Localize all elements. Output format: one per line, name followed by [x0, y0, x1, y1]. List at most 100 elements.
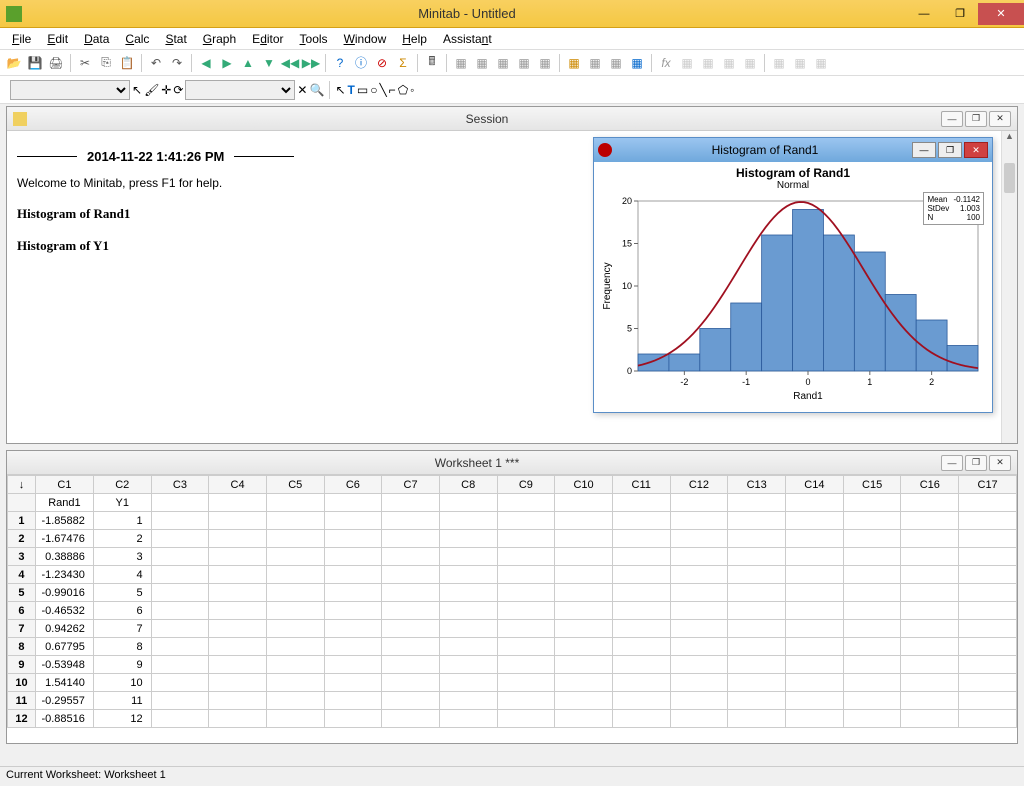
tool-icon[interactable]: ▦	[698, 53, 718, 73]
chart-max[interactable]: ❐	[938, 142, 962, 158]
menu-data[interactable]: Data	[76, 30, 117, 48]
session-close[interactable]: ✕	[989, 111, 1011, 127]
brush-icon[interactable]: 🖌	[144, 83, 159, 97]
svg-text:1: 1	[867, 377, 872, 387]
ws-min[interactable]: —	[941, 455, 963, 471]
info-icon[interactable]: ⓘ	[351, 53, 371, 73]
tool-icon[interactable]: ▦	[564, 53, 584, 73]
tool-icon[interactable]: ▦	[790, 53, 810, 73]
chart-titlebar[interactable]: Histogram of Rand1 — ❐ ✕	[594, 138, 992, 162]
svg-text:-1: -1	[742, 377, 750, 387]
nav-prev-icon[interactable]: ◀	[196, 53, 216, 73]
close-button[interactable]: ✕	[978, 3, 1024, 25]
toolbar-secondary: ↖ 🖌 ✛ ⟳ ✕ 🔍 ↖ T ▭ ○ ╲ ⌐ ⬠ ◦	[0, 76, 1024, 104]
menu-tools[interactable]: Tools	[292, 30, 336, 48]
tool-icon[interactable]: ▦	[719, 53, 739, 73]
menu-file[interactable]: File	[4, 30, 39, 48]
session-titlebar[interactable]: Session — ❐ ✕	[7, 107, 1017, 131]
session-timestamp: 2014-11-22 1:41:26 PM	[87, 149, 224, 164]
nav-last-icon[interactable]: ▶▶	[301, 53, 321, 73]
nav-down-icon[interactable]: ▼	[259, 53, 279, 73]
worksheet-titlebar[interactable]: Worksheet 1 *** — ❐ ✕	[7, 451, 1017, 475]
find-icon[interactable]: 🔍	[309, 83, 324, 97]
rotate-icon[interactable]: ⟳	[173, 83, 183, 97]
calc-icon[interactable]: 🖩	[422, 53, 442, 73]
chart-min[interactable]: —	[912, 142, 936, 158]
tool-icon[interactable]: ▦	[677, 53, 697, 73]
session-scroll[interactable]: ▲	[1001, 131, 1017, 443]
tool-icon[interactable]: ▦	[493, 53, 513, 73]
menu-window[interactable]: Window	[336, 30, 395, 48]
minimize-button[interactable]: —	[906, 3, 942, 25]
rect-icon[interactable]: ▭	[357, 83, 368, 97]
size-select[interactable]	[185, 80, 295, 100]
chart-body: Histogram of Rand1 Normal Mean-0.1142 St…	[594, 162, 992, 412]
svg-text:-2: -2	[680, 377, 688, 387]
ws-max[interactable]: ❐	[965, 455, 987, 471]
delete-icon[interactable]: ✕	[297, 83, 307, 97]
session-min[interactable]: —	[941, 111, 963, 127]
circle-icon[interactable]: ○	[370, 83, 377, 97]
stats-icon[interactable]: Σ	[393, 53, 413, 73]
worksheet-title: Worksheet 1 ***	[13, 456, 941, 470]
chart-window[interactable]: Histogram of Rand1 — ❐ ✕ Histogram of Ra…	[593, 137, 993, 413]
help-icon[interactable]: ?	[330, 53, 350, 73]
tool-icon[interactable]: ▦	[606, 53, 626, 73]
chart-icon	[598, 143, 612, 157]
save-icon[interactable]: 💾	[25, 53, 45, 73]
chart-title: Histogram of Rand1	[598, 166, 988, 180]
menu-assistant[interactable]: Assistant	[435, 30, 500, 48]
text-icon[interactable]: T	[348, 83, 355, 97]
nav-up-icon[interactable]: ▲	[238, 53, 258, 73]
chart-close[interactable]: ✕	[964, 142, 988, 158]
ws-close[interactable]: ✕	[989, 455, 1011, 471]
svg-text:20: 20	[622, 196, 632, 206]
svg-text:5: 5	[627, 324, 632, 334]
menu-graph[interactable]: Graph	[195, 30, 244, 48]
tool-icon[interactable]: ▦	[585, 53, 605, 73]
tool-icon[interactable]: ▦	[514, 53, 534, 73]
menu-stat[interactable]: Stat	[157, 30, 194, 48]
svg-text:Frequency: Frequency	[602, 262, 613, 309]
tool-icon[interactable]: ▦	[472, 53, 492, 73]
tool-icon[interactable]: ▦	[740, 53, 760, 73]
redo-icon[interactable]: ↷	[167, 53, 187, 73]
marker-icon[interactable]: ◦	[410, 83, 414, 97]
select-icon[interactable]: ↖	[335, 83, 345, 97]
status-text: Current Worksheet: Worksheet 1	[6, 769, 166, 781]
svg-text:0: 0	[805, 377, 810, 387]
font-select[interactable]	[10, 80, 130, 100]
chart-subtitle: Normal	[598, 180, 988, 191]
svg-text:15: 15	[622, 239, 632, 249]
fx-icon[interactable]: fx	[656, 53, 676, 73]
svg-text:Rand1: Rand1	[793, 391, 823, 401]
copy-icon[interactable]: ⎘	[96, 53, 116, 73]
pointer-icon[interactable]: ↖	[132, 83, 142, 97]
undo-icon[interactable]: ↶	[146, 53, 166, 73]
maximize-button[interactable]: ❐	[942, 3, 978, 25]
session-max[interactable]: ❐	[965, 111, 987, 127]
menu-help[interactable]: Help	[394, 30, 435, 48]
menu-edit[interactable]: Edit	[39, 30, 76, 48]
menu-calc[interactable]: Calc	[117, 30, 157, 48]
tool-icon[interactable]: ▦	[769, 53, 789, 73]
app-icon	[6, 6, 22, 22]
polygon-icon[interactable]: ⬠	[398, 83, 408, 97]
cancel-icon[interactable]: ⊘	[372, 53, 392, 73]
print-icon[interactable]: 🖨	[46, 53, 66, 73]
open-icon[interactable]: 📂	[4, 53, 24, 73]
paste-icon[interactable]: 📋	[117, 53, 137, 73]
nav-first-icon[interactable]: ◀◀	[280, 53, 300, 73]
tool-icon[interactable]: ▦	[535, 53, 555, 73]
line-icon[interactable]: ╲	[379, 83, 386, 97]
tool-icon[interactable]: ▦	[627, 53, 647, 73]
nav-next-icon[interactable]: ▶	[217, 53, 237, 73]
chart-stats-legend: Mean-0.1142 StDev1.003 N100	[923, 192, 984, 225]
cut-icon[interactable]: ✂	[75, 53, 95, 73]
tool-icon[interactable]: ▦	[451, 53, 471, 73]
crosshair-icon[interactable]: ✛	[161, 83, 171, 97]
polyline-icon[interactable]: ⌐	[389, 83, 396, 97]
menu-editor[interactable]: Editor	[244, 30, 291, 48]
worksheet-table[interactable]: ↓C1C2C3C4C5C6C7C8C9C10C11C12C13C14C15C16…	[7, 475, 1017, 728]
tool-icon[interactable]: ▦	[811, 53, 831, 73]
